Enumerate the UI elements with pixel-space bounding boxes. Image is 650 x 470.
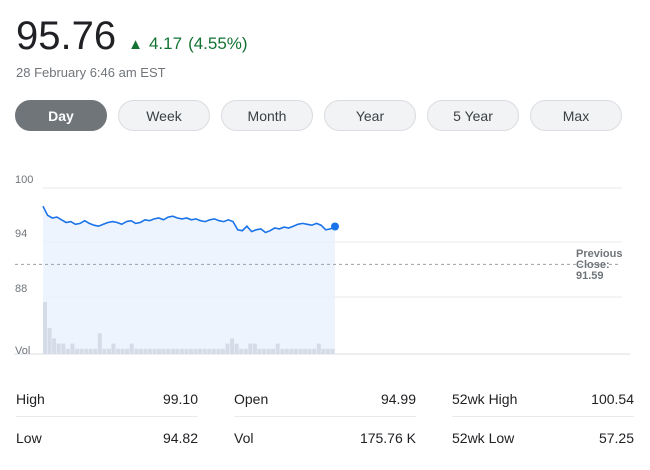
- change-value: 4.17: [148, 34, 183, 53]
- stat-value: 175.76 K: [359, 430, 416, 446]
- stat-low: Low 94.82: [16, 421, 198, 455]
- last-price-dot: [331, 222, 339, 231]
- current-price: 95.76: [16, 14, 117, 58]
- y-tick-88: 88: [15, 283, 27, 295]
- stat-label: High: [16, 391, 45, 407]
- y-tick-100: 100: [15, 174, 33, 186]
- price-line: [42, 205, 336, 234]
- quote-header: 95.76 ▲ 4.17 (4.55%): [16, 12, 248, 60]
- stat-open: Open 94.99: [234, 382, 416, 417]
- stat-value: 100.54: [591, 391, 634, 407]
- stat-label: Low: [16, 430, 42, 446]
- tab-week[interactable]: Week: [118, 100, 210, 131]
- stat-value: 57.25: [598, 430, 634, 446]
- previous-close-value: 91.59: [576, 270, 604, 282]
- stat-label: 52wk High: [452, 391, 518, 407]
- tab-month[interactable]: Month: [221, 100, 313, 131]
- stat-value: 94.99: [380, 391, 416, 407]
- stat-label: Vol: [234, 430, 254, 446]
- tab-year[interactable]: Year: [324, 100, 416, 131]
- volume-label: Vol: [15, 345, 30, 357]
- range-tabs: Day Week Month Year 5 Year Max: [15, 100, 633, 131]
- price-change: ▲ 4.17 (4.55%): [128, 34, 247, 54]
- up-arrow-icon: ▲: [128, 36, 143, 53]
- tab-max[interactable]: Max: [530, 100, 622, 131]
- tab-day[interactable]: Day: [15, 100, 107, 131]
- price-area: [43, 206, 335, 354]
- previous-close-label: Previous: [576, 248, 622, 260]
- stat-value: 94.82: [162, 430, 198, 446]
- stat-vol: Vol 175.76 K: [234, 421, 416, 455]
- stat-52wk-high: 52wk High 100.54: [452, 382, 634, 417]
- tab-5-year[interactable]: 5 Year: [427, 100, 519, 131]
- stats-row-2: Low 94.82 Vol 175.76 K 52wk Low 57.25: [16, 421, 634, 455]
- stat-high: High 99.10: [16, 382, 198, 417]
- stat-52wk-low: 52wk Low 57.25: [452, 421, 634, 455]
- stat-label: 52wk Low: [452, 430, 515, 446]
- y-tick-94: 94: [15, 228, 27, 240]
- change-percent: (4.55%): [188, 34, 248, 53]
- stat-label: Open: [234, 391, 269, 407]
- price-chart[interactable]: 100 94 88 Vol Previous Close: 91.59: [0, 160, 650, 370]
- quote-timestamp: 28 February 6:46 am EST: [16, 65, 166, 80]
- stats-row-1: High 99.10 Open 94.99 52wk High 100.54: [16, 382, 634, 417]
- stat-value: 99.10: [162, 391, 198, 407]
- previous-close-colon: Close:: [576, 259, 610, 271]
